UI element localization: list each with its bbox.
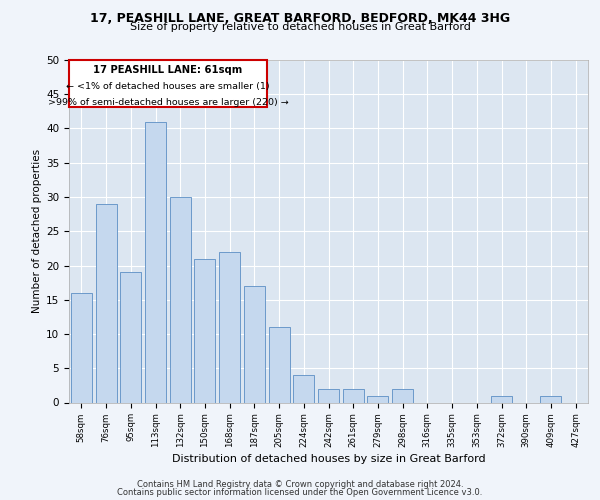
Bar [95,204,116,402]
Bar [120,272,141,402]
Text: 17 PEASHILL LANE: 61sqm: 17 PEASHILL LANE: 61sqm [94,66,243,76]
Text: ← <1% of detached houses are smaller (1): ← <1% of detached houses are smaller (1) [66,82,270,91]
Bar [318,389,339,402]
Bar [269,327,290,402]
Bar [219,252,240,402]
Y-axis label: Number of detached properties: Number of detached properties [32,149,42,314]
Text: 17, PEASHILL LANE, GREAT BARFORD, BEDFORD, MK44 3HG: 17, PEASHILL LANE, GREAT BARFORD, BEDFOR… [90,12,510,26]
Text: Contains public sector information licensed under the Open Government Licence v3: Contains public sector information licen… [118,488,482,497]
Text: >99% of semi-detached houses are larger (220) →: >99% of semi-detached houses are larger … [48,98,289,108]
Bar [367,396,388,402]
Bar [194,258,215,402]
Bar [392,389,413,402]
Bar [70,60,267,106]
Text: Contains HM Land Registry data © Crown copyright and database right 2024.: Contains HM Land Registry data © Crown c… [137,480,463,489]
Bar [71,293,92,403]
Bar [491,396,512,402]
Bar [244,286,265,403]
Text: Size of property relative to detached houses in Great Barford: Size of property relative to detached ho… [130,22,470,32]
Bar [343,389,364,402]
Bar [293,375,314,402]
Bar [170,197,191,402]
Bar [541,396,562,402]
X-axis label: Distribution of detached houses by size in Great Barford: Distribution of detached houses by size … [172,454,485,464]
Bar [145,122,166,402]
